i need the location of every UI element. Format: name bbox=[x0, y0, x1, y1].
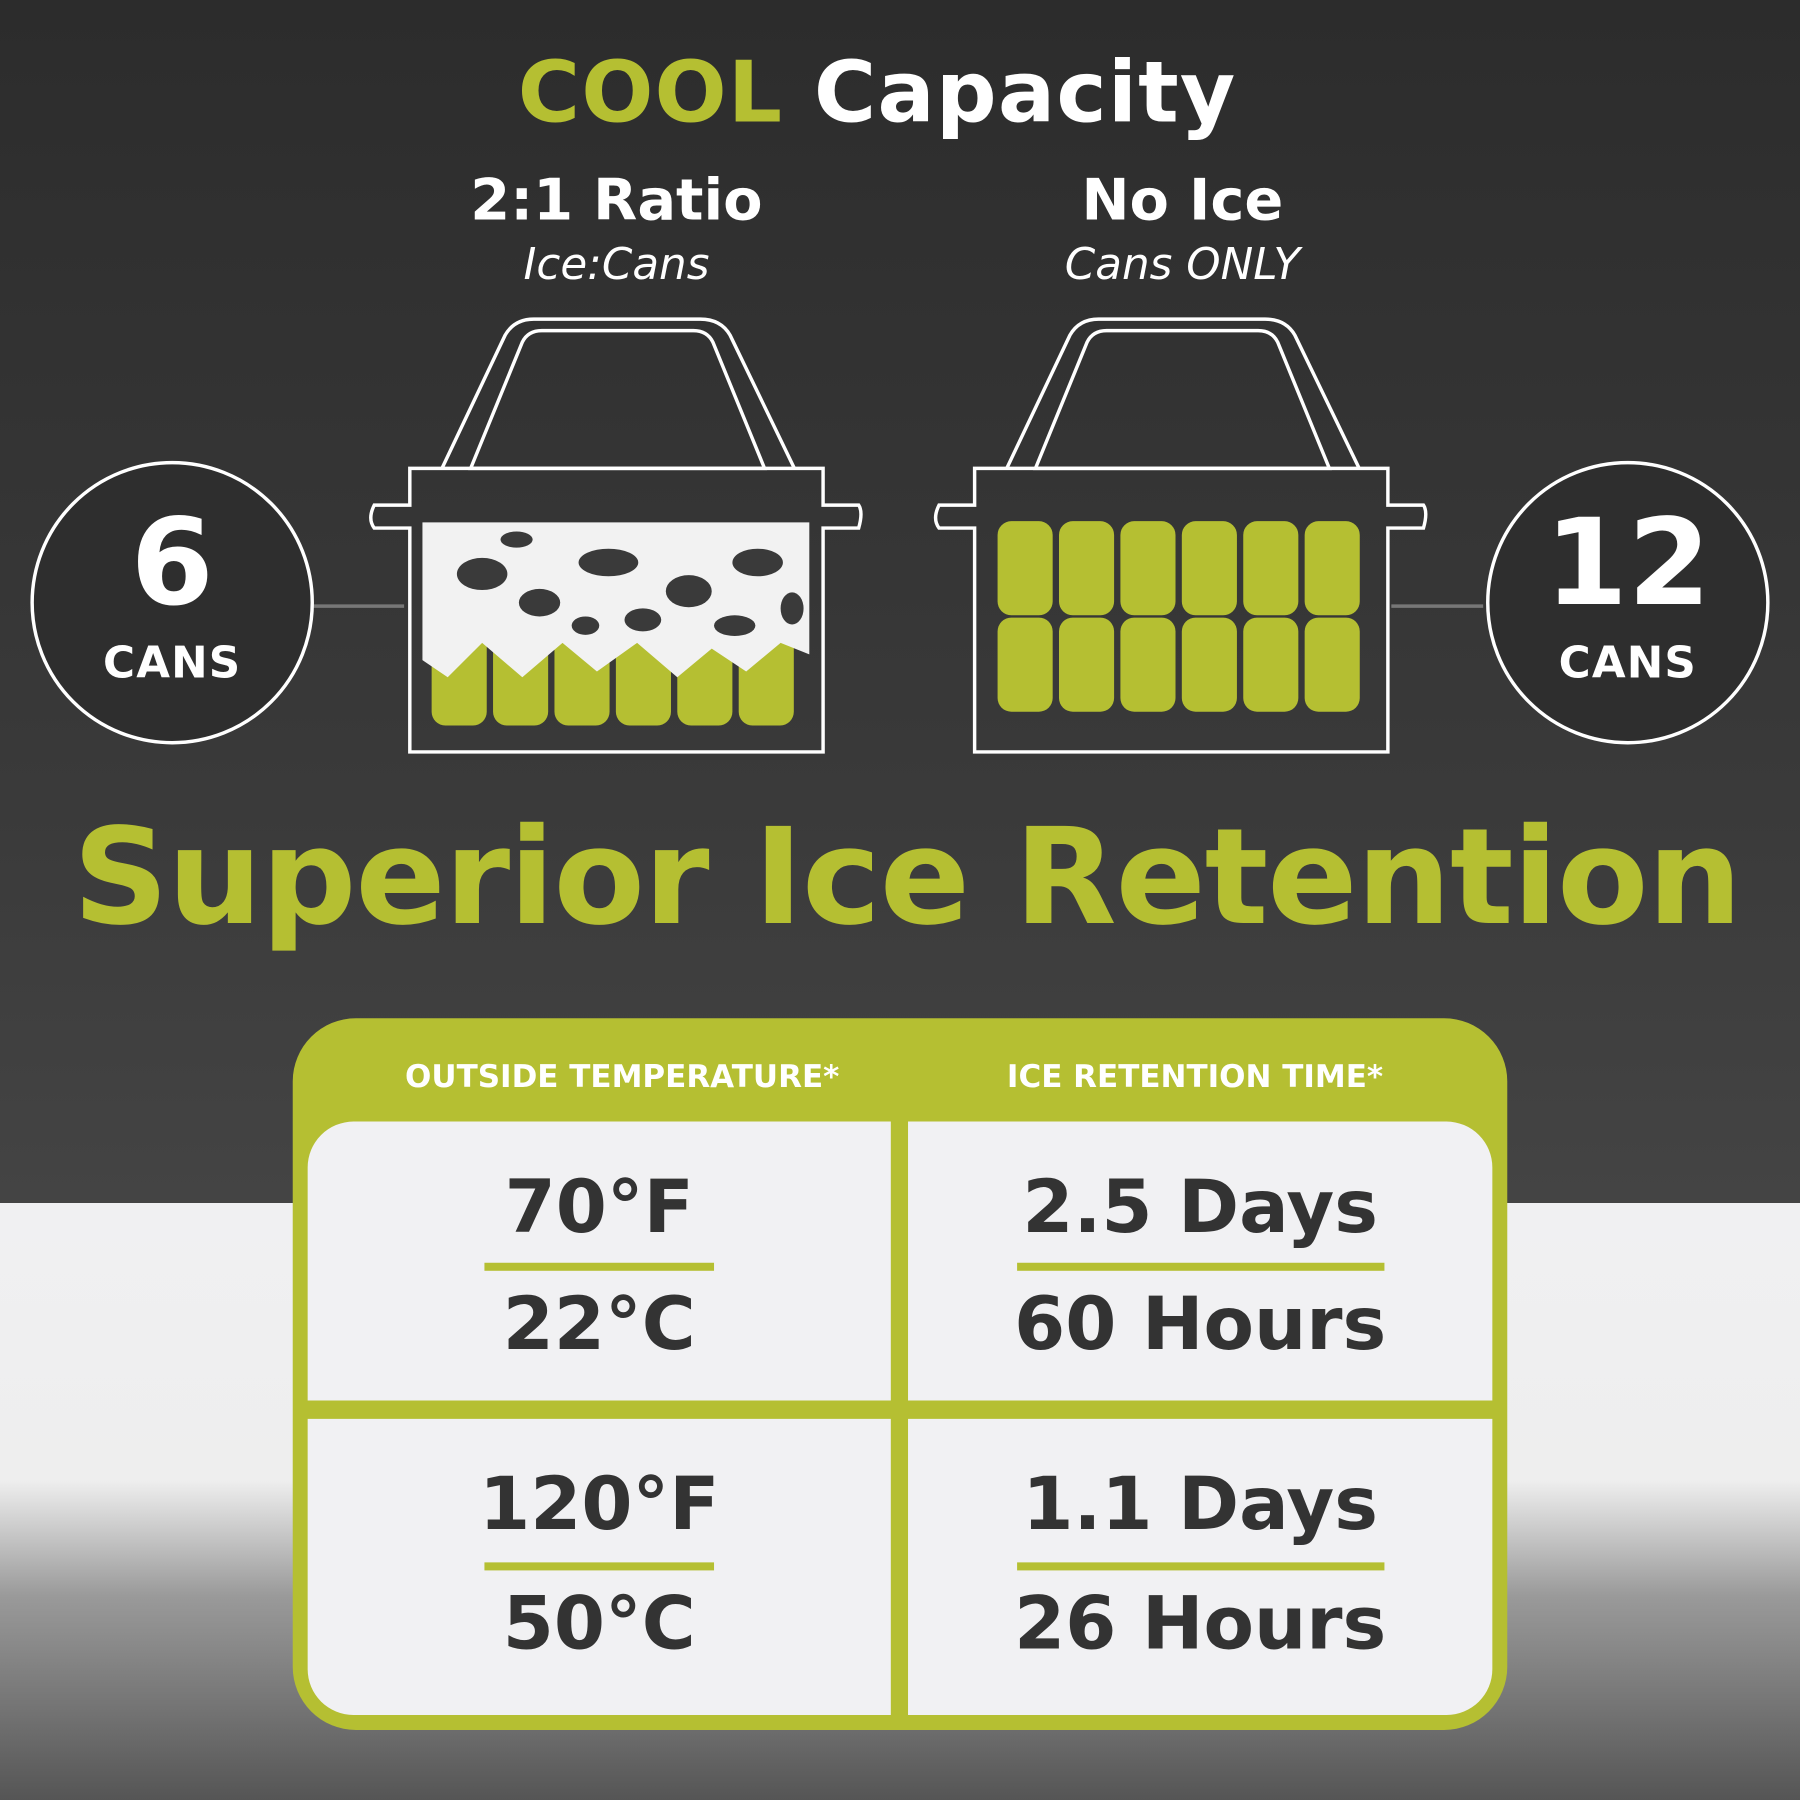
right-cans bbox=[997, 521, 1360, 712]
coolers-illustration bbox=[30, 317, 1770, 754]
header-retention: ICE RETENTION TIME* bbox=[1006, 1059, 1384, 1096]
days: 2.5 Days bbox=[1022, 1165, 1379, 1251]
table-cell-temp-2: 120°F 50°C bbox=[307, 1418, 891, 1716]
left-count-unit: CANS bbox=[103, 637, 242, 688]
hours: 60 Hours bbox=[1014, 1282, 1387, 1368]
can-icon bbox=[1120, 617, 1176, 712]
count-badge-left bbox=[30, 460, 314, 745]
temp-c: 22°C bbox=[502, 1282, 696, 1368]
right-heading: No Ice bbox=[1081, 166, 1284, 234]
right-count-unit: CANS bbox=[1558, 637, 1697, 688]
can-icon bbox=[1243, 617, 1299, 712]
can-icon bbox=[1243, 521, 1299, 616]
page-title: COOL Capacity bbox=[518, 44, 1237, 143]
left-subheading: Ice:Cans bbox=[523, 238, 710, 290]
retention-table: OUTSIDE TEMPERATURE* ICE RETENTION TIME*… bbox=[292, 1018, 1508, 1730]
can-icon bbox=[1304, 617, 1360, 712]
temp-c: 50°C bbox=[502, 1581, 696, 1667]
can-icon bbox=[997, 617, 1053, 712]
can-icon bbox=[1181, 617, 1237, 712]
can-icon bbox=[1058, 617, 1115, 712]
table-cell-time-2: 1.1 Days 26 Hours bbox=[908, 1418, 1493, 1716]
left-count: 6 bbox=[130, 492, 214, 633]
temp-f: 70°F bbox=[504, 1165, 694, 1251]
can-icon bbox=[1058, 521, 1115, 616]
can-icon bbox=[1304, 521, 1360, 616]
title-accent: COOL bbox=[517, 43, 784, 143]
days: 1.1 Days bbox=[1022, 1462, 1379, 1548]
count-badge-right bbox=[1486, 460, 1770, 745]
divider bbox=[484, 1562, 715, 1571]
right-count: 12 bbox=[1544, 492, 1711, 633]
title-rest: Capacity bbox=[813, 43, 1237, 143]
temp-f: 120°F bbox=[479, 1462, 720, 1548]
can-icon bbox=[1181, 521, 1237, 616]
divider bbox=[1016, 1562, 1384, 1571]
right-subheading: Cans ONLY bbox=[1064, 238, 1300, 290]
can-icon bbox=[1120, 521, 1176, 616]
left-heading: 2:1 Ratio bbox=[470, 166, 763, 234]
headline: Superior Ice Retention bbox=[72, 800, 1742, 956]
table-cell-temp-1: 70°F 22°C bbox=[307, 1121, 891, 1401]
header-temperature: OUTSIDE TEMPERATURE* bbox=[405, 1059, 840, 1096]
hours: 26 Hours bbox=[1014, 1581, 1387, 1667]
divider bbox=[484, 1262, 715, 1271]
can-icon bbox=[997, 521, 1053, 616]
divider bbox=[1016, 1262, 1384, 1271]
table-cell-time-1: 2.5 Days 60 Hours bbox=[908, 1121, 1493, 1401]
ice-icon bbox=[422, 522, 810, 678]
